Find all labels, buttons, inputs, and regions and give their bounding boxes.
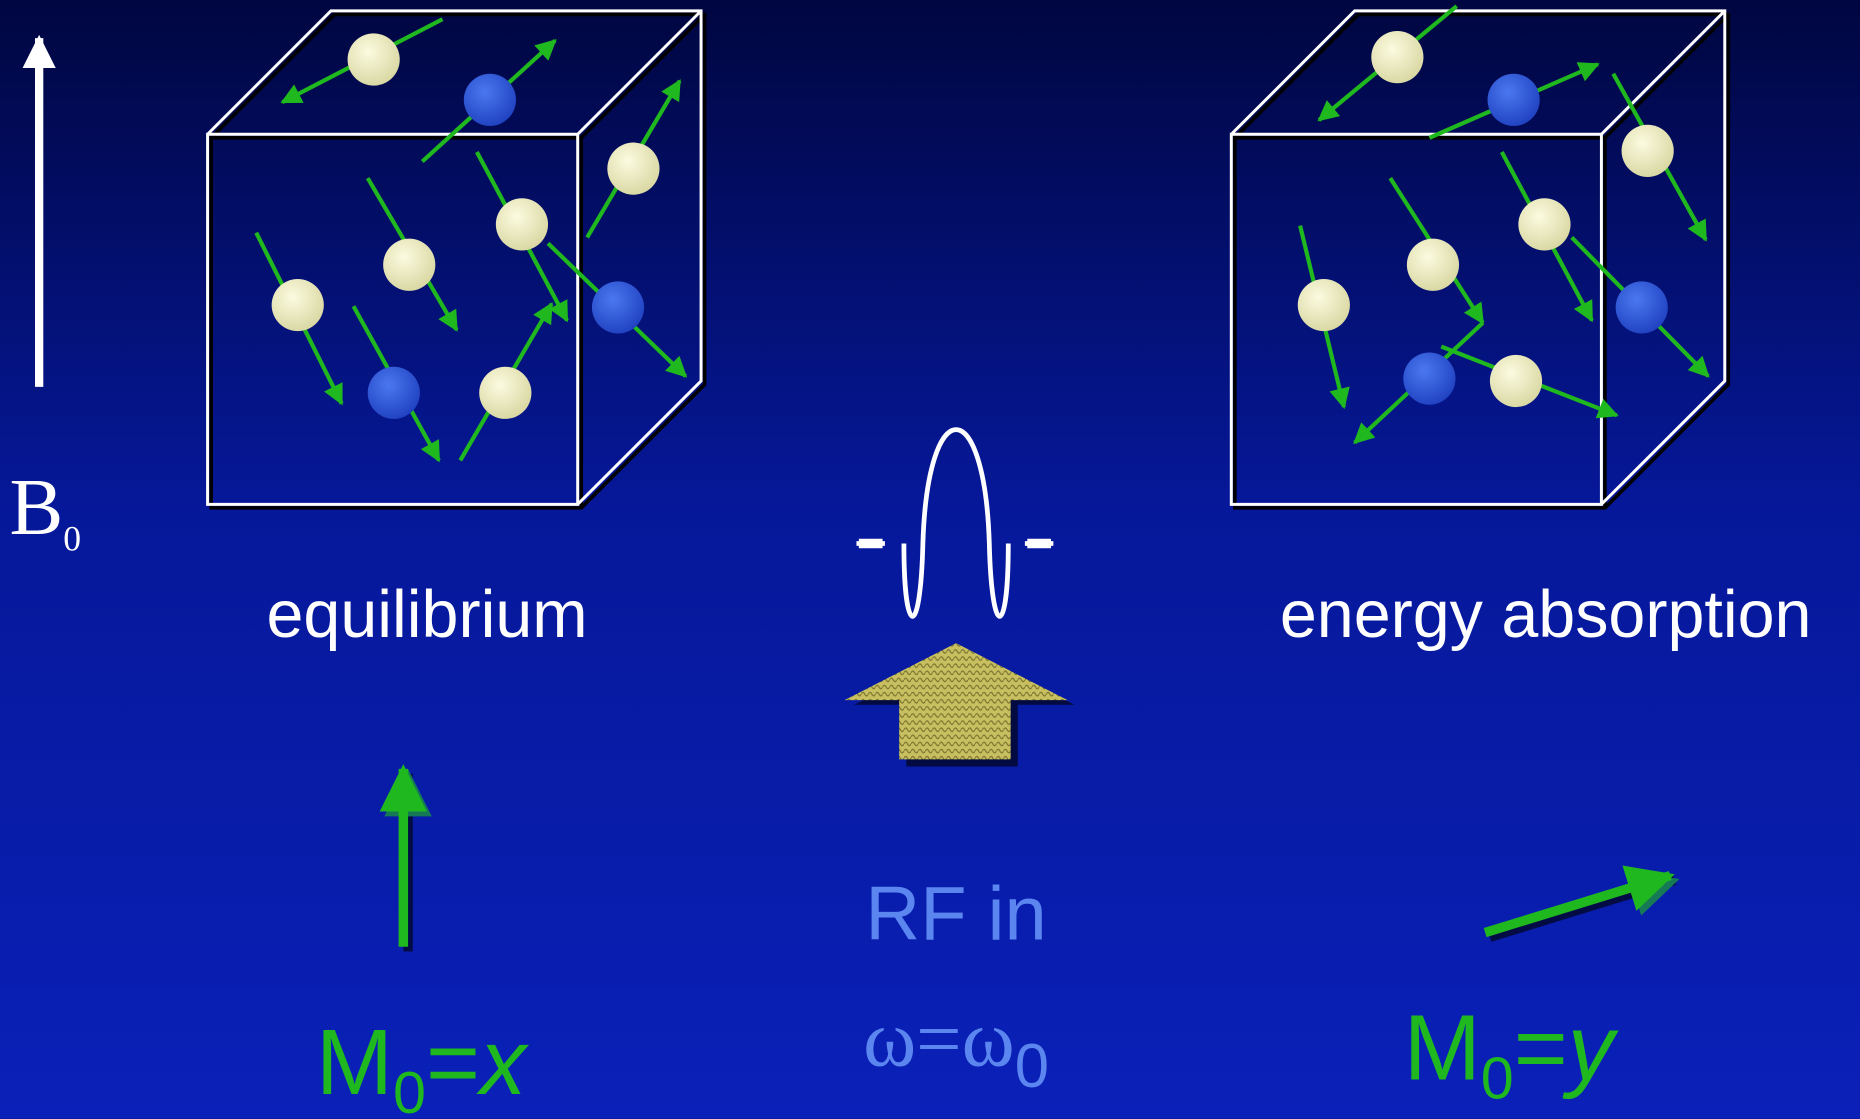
spin-blue xyxy=(463,73,517,126)
b-field-label: B0 xyxy=(9,463,81,559)
cube-shadow xyxy=(209,12,707,510)
spin-blue xyxy=(1403,352,1456,405)
m-right-label: M0=y xyxy=(1404,996,1619,1112)
spin-light xyxy=(1518,198,1571,251)
rf-condition: ω=ω0 xyxy=(863,994,1049,1100)
right-caption: energy absorption xyxy=(1280,578,1812,652)
spin-light xyxy=(347,33,400,86)
spin-blue xyxy=(1487,73,1540,126)
spin-light xyxy=(383,238,436,291)
spin-light xyxy=(1371,31,1424,84)
cube xyxy=(1229,9,1727,506)
m-left-label: M0=x xyxy=(316,1010,529,1119)
rf-arrow xyxy=(844,643,1068,760)
spin-light xyxy=(495,198,549,251)
spin-blue xyxy=(367,366,420,419)
cube-shadow xyxy=(1233,12,1731,510)
spin-light xyxy=(271,278,324,332)
spin-blue xyxy=(1615,281,1668,334)
cubes xyxy=(206,4,1731,510)
rf-label: RF in xyxy=(865,872,1046,957)
spin-light xyxy=(1621,124,1674,177)
spin-light xyxy=(1297,278,1350,332)
m-right-arrow xyxy=(1483,865,1675,938)
spin-light xyxy=(479,366,532,419)
left-caption: equilibrium xyxy=(266,578,587,652)
spin-light xyxy=(607,142,660,195)
spin-blue xyxy=(591,281,645,334)
spin-light xyxy=(1406,238,1460,291)
spin-light xyxy=(1489,354,1543,408)
